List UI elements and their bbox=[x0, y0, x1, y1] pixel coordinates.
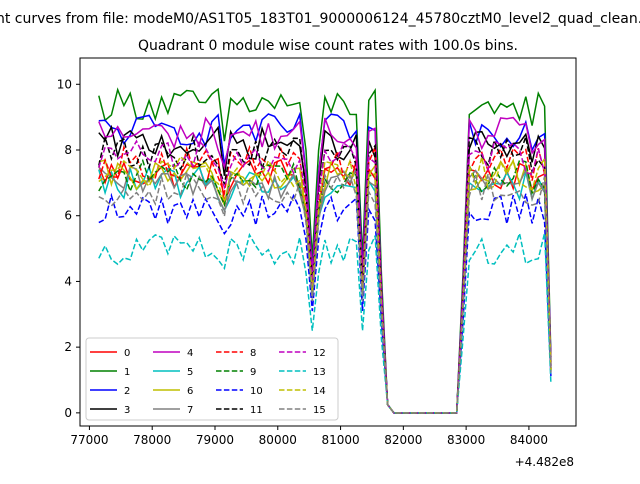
legend-label-1: 1 bbox=[124, 367, 130, 378]
legend-frame bbox=[85, 337, 339, 421]
x-tick-label: 77000 bbox=[70, 433, 108, 447]
legend-label-13: 13 bbox=[313, 367, 326, 378]
legend-label-14: 14 bbox=[313, 386, 326, 397]
y-tick-label: 10 bbox=[57, 77, 72, 91]
x-tick-label: 82000 bbox=[384, 433, 422, 447]
series-line-15 bbox=[98, 171, 552, 414]
legend-label-12: 12 bbox=[313, 348, 326, 359]
legend-label-3: 3 bbox=[124, 405, 130, 416]
plot-area bbox=[98, 87, 552, 414]
y-tick-label: 6 bbox=[64, 209, 72, 223]
legend-label-4: 4 bbox=[187, 348, 193, 359]
series-line-1 bbox=[98, 87, 552, 414]
legend-label-11: 11 bbox=[250, 405, 263, 416]
x-tick-label: 84000 bbox=[510, 433, 548, 447]
x-tick-label: 80000 bbox=[259, 433, 297, 447]
series-line-6 bbox=[98, 159, 552, 414]
legend-label-0: 0 bbox=[124, 348, 130, 359]
legend-label-8: 8 bbox=[250, 348, 256, 359]
series-line-10 bbox=[98, 192, 552, 414]
legend-label-9: 9 bbox=[250, 367, 256, 378]
legend-label-10: 10 bbox=[250, 386, 263, 397]
x-axis-offset-label: +4.482e8 bbox=[515, 455, 574, 469]
y-tick-label: 8 bbox=[64, 143, 72, 157]
y-tick-label: 4 bbox=[64, 274, 72, 288]
series-line-9 bbox=[98, 158, 552, 414]
x-tick-label: 78000 bbox=[133, 433, 171, 447]
legend-label-5: 5 bbox=[187, 367, 193, 378]
series-line-14 bbox=[98, 155, 552, 414]
series-line-4 bbox=[98, 116, 552, 414]
series-line-8 bbox=[98, 144, 552, 414]
x-tick-label: 81000 bbox=[321, 433, 359, 447]
series-line-13 bbox=[98, 230, 552, 414]
legend-label-6: 6 bbox=[187, 386, 193, 397]
legend-label-2: 2 bbox=[124, 386, 130, 397]
series-line-7 bbox=[98, 165, 552, 414]
x-axis: 77000 78000 79000 80000 81000 82000 83000 84000 bbox=[70, 426, 548, 447]
legend-label-7: 7 bbox=[187, 405, 193, 416]
plot-title: Quadrant 0 module wise count rates with … bbox=[138, 38, 518, 54]
figure-suptitle: Light curves from file: modeM0/AS1T05_18… bbox=[0, 11, 640, 27]
legend-label-15: 15 bbox=[313, 405, 326, 416]
y-tick-label: 2 bbox=[64, 340, 72, 354]
x-tick-label: 79000 bbox=[196, 433, 234, 447]
y-tick-label: 0 bbox=[64, 406, 72, 420]
axes-frame bbox=[79, 57, 577, 427]
x-tick-label: 83000 bbox=[447, 433, 485, 447]
y-axis: 0 2 4 6 8 10 bbox=[57, 77, 80, 420]
